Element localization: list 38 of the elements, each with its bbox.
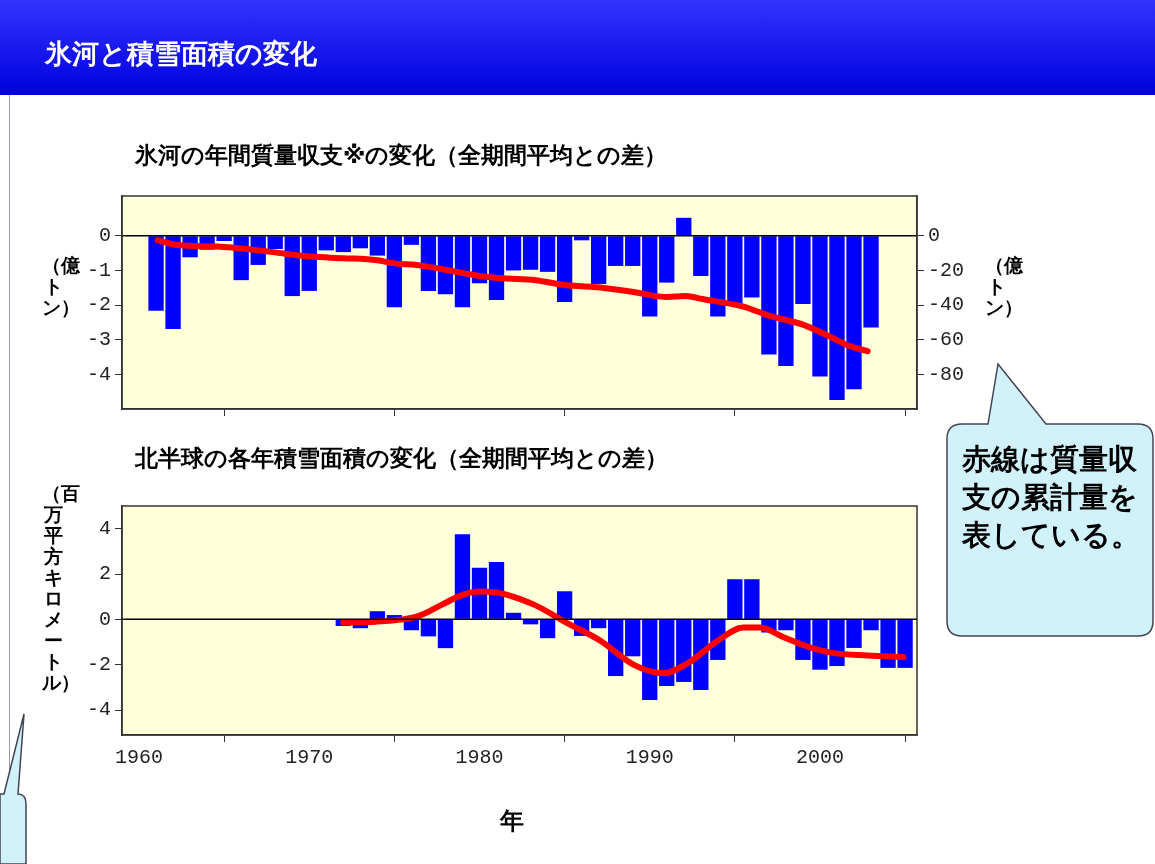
text: 赤線は質量収支の累計量を表している。 xyxy=(962,441,1141,554)
y2-axis-title: （億トン） xyxy=(985,254,1023,318)
chart-title: 氷河の年間質量収支※の変化（全期間平均との差） xyxy=(135,141,668,170)
y-tick-label: -4 xyxy=(86,362,111,386)
x-tick-label: 1970 xyxy=(285,746,334,770)
chart-title: 北半球の各年積雪面積の変化（全期間平均との差） xyxy=(135,444,668,473)
x-tick-label: 1980 xyxy=(455,746,504,770)
y-tick-label: -3 xyxy=(86,328,111,352)
x-tick-label: 1960 xyxy=(115,746,164,770)
bar xyxy=(556,591,573,619)
y-tick-label: 4 xyxy=(98,516,111,540)
y-tick-label: 0 xyxy=(98,607,111,631)
bar xyxy=(591,619,607,629)
text: 氷河と積雪面積の変化 xyxy=(45,37,317,71)
y2-tick-label: -40 xyxy=(928,293,965,317)
bar xyxy=(642,619,658,701)
text: （百万平方キロメートル） xyxy=(42,482,80,693)
y-tick-label: 0 xyxy=(98,224,111,248)
y-tick-label: -1 xyxy=(86,258,111,282)
y-tick-label: -4 xyxy=(86,698,111,722)
y2-tick-label: -20 xyxy=(928,258,965,282)
y2-tick-label: 0 xyxy=(928,224,941,248)
y-tick-label: -2 xyxy=(86,653,111,677)
bar xyxy=(420,619,437,637)
y-tick-label: -2 xyxy=(86,293,111,317)
bar xyxy=(454,534,471,619)
bar xyxy=(505,612,522,619)
y2-tick-label: -80 xyxy=(928,362,965,386)
bar xyxy=(625,619,641,657)
bar xyxy=(539,619,556,639)
x-axis-title: 年 xyxy=(500,806,524,837)
bar xyxy=(369,611,386,619)
y2-tick-label: -60 xyxy=(928,328,965,352)
y-tick-label: 2 xyxy=(98,562,111,586)
y-axis-title: （億トン） xyxy=(42,254,80,318)
x-tick-label: 2000 xyxy=(795,746,844,770)
x-tick-label: 1990 xyxy=(625,746,674,770)
bar xyxy=(437,619,454,649)
